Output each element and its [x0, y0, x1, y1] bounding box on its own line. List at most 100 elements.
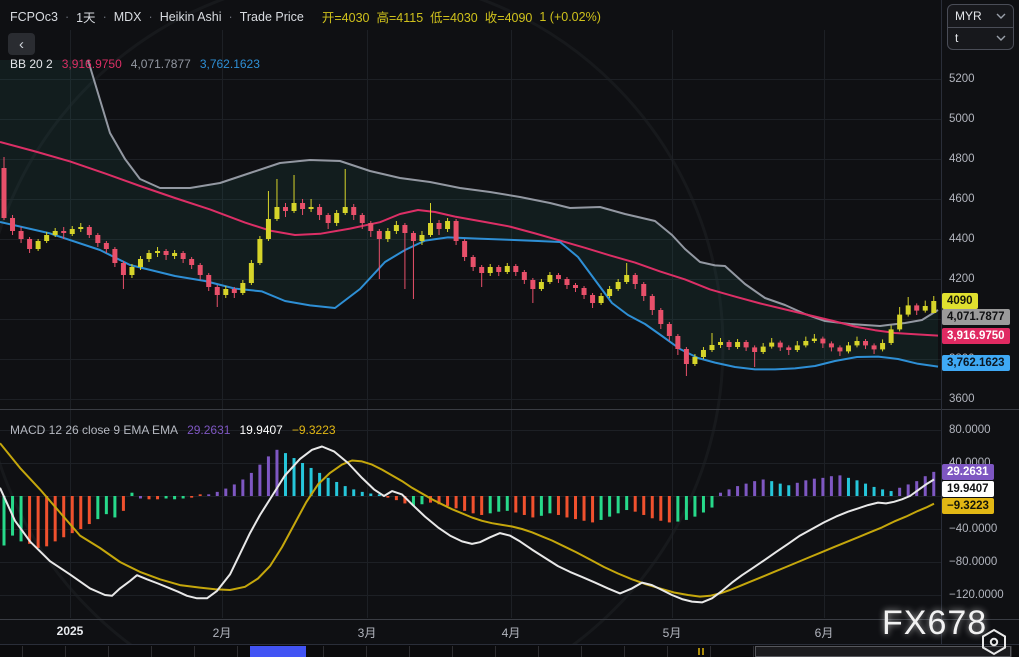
macd-histogram-bar[interactable]: [45, 496, 48, 546]
price-chart-canvas[interactable]: [0, 0, 1019, 657]
time-axis-label[interactable]: 2月: [213, 624, 232, 641]
bb-indicator-row[interactable]: BB 20 2 3,916.9750 4,071.7877 3,762.1623: [10, 57, 260, 71]
macd-histogram-bar[interactable]: [267, 456, 270, 496]
macd-histogram-bar[interactable]: [710, 496, 713, 508]
macd-histogram-bar[interactable]: [105, 496, 108, 514]
candle[interactable]: [249, 260, 254, 285]
exchange-name[interactable]: MDX: [114, 10, 142, 24]
candle[interactable]: [675, 334, 680, 355]
macd-histogram-bar[interactable]: [531, 496, 534, 517]
macd-histogram-bar[interactable]: [548, 496, 551, 513]
macd-histogram-bar[interactable]: [881, 489, 884, 496]
candle[interactable]: [10, 215, 15, 235]
macd-histogram-bar[interactable]: [156, 496, 159, 499]
macd-histogram-bar[interactable]: [344, 486, 347, 496]
macd-histogram-bar[interactable]: [932, 472, 935, 496]
candle[interactable]: [27, 237, 32, 253]
macd-histogram-bar[interactable]: [199, 494, 202, 496]
macd-histogram-bar[interactable]: [361, 492, 364, 496]
macd-histogram-bar[interactable]: [207, 494, 210, 496]
back-button[interactable]: ‹: [8, 33, 35, 55]
candle[interactable]: [684, 347, 689, 376]
macd-histogram-bar[interactable]: [719, 493, 722, 496]
macd-histogram-bar[interactable]: [28, 496, 31, 544]
price-axis[interactable]: 5200500048004600440042003800360080.00004…: [941, 0, 1019, 643]
macd-histogram-bar[interactable]: [762, 480, 765, 497]
macd-histogram-bar[interactable]: [617, 496, 620, 513]
candle[interactable]: [582, 286, 587, 299]
candle[interactable]: [206, 273, 211, 291]
candle[interactable]: [590, 293, 595, 308]
macd-histogram-bar[interactable]: [830, 476, 833, 496]
chart-scrollbar[interactable]: [0, 644, 1019, 657]
macd-histogram-bar[interactable]: [489, 496, 492, 513]
macd-histogram-bar[interactable]: [821, 478, 824, 496]
macd-histogram-bar[interactable]: [693, 496, 696, 517]
macd-histogram-bar[interactable]: [480, 496, 483, 515]
macd-histogram-bar[interactable]: [54, 496, 57, 541]
candle[interactable]: [462, 239, 467, 261]
macd-histogram-bar[interactable]: [497, 496, 500, 512]
macd-histogram-bar[interactable]: [37, 496, 40, 548]
macd-histogram-bar[interactable]: [369, 494, 372, 496]
macd-histogram-bar[interactable]: [463, 496, 466, 511]
macd-histogram-bar[interactable]: [165, 496, 168, 498]
candle[interactable]: [556, 273, 561, 283]
macd-histogram-bar[interactable]: [190, 496, 193, 498]
candle[interactable]: [923, 301, 928, 313]
macd-histogram-bar[interactable]: [804, 480, 807, 496]
macd-histogram-bar[interactable]: [856, 480, 859, 496]
macd-histogram-bar[interactable]: [779, 484, 782, 496]
macd-histogram-bar[interactable]: [787, 485, 790, 496]
macd-histogram-bar[interactable]: [642, 496, 645, 515]
candle[interactable]: [112, 247, 117, 267]
candle[interactable]: [573, 283, 578, 292]
time-axis-label[interactable]: 2025: [57, 624, 84, 638]
macd-histogram-bar[interactable]: [173, 496, 176, 499]
candle[interactable]: [513, 264, 518, 276]
time-axis-label[interactable]: 4月: [502, 624, 521, 641]
macd-histogram-bar[interactable]: [600, 496, 603, 520]
macd-histogram-bar[interactable]: [907, 484, 910, 496]
macd-histogram-bar[interactable]: [335, 482, 338, 496]
candle[interactable]: [897, 307, 902, 331]
macd-histogram-bar[interactable]: [139, 496, 142, 498]
macd-histogram-bar[interactable]: [813, 479, 816, 496]
candle[interactable]: [564, 277, 569, 289]
macd-histogram-bar[interactable]: [113, 496, 116, 517]
macd-histogram-bar[interactable]: [79, 496, 82, 529]
macd-histogram-bar[interactable]: [216, 492, 219, 496]
macd-histogram-bar[interactable]: [88, 496, 91, 524]
macd-histogram-bar[interactable]: [873, 487, 876, 496]
candle[interactable]: [547, 272, 552, 284]
macd-histogram-bar[interactable]: [233, 484, 236, 496]
macd-histogram-bar[interactable]: [770, 481, 773, 496]
candle[interactable]: [914, 303, 919, 315]
candle[interactable]: [539, 279, 544, 291]
macd-histogram-bar[interactable]: [3, 496, 6, 546]
macd-histogram-bar[interactable]: [625, 496, 628, 510]
macd-histogram-bar[interactable]: [96, 496, 99, 519]
candle[interactable]: [488, 264, 493, 276]
macd-histogram-bar[interactable]: [130, 493, 133, 496]
scrollbar-handle-icon[interactable]: [702, 648, 704, 655]
candle[interactable]: [479, 265, 484, 287]
macd-histogram-bar[interactable]: [591, 496, 594, 522]
macd-histogram-bar[interactable]: [523, 496, 526, 515]
time-axis-label[interactable]: 5月: [663, 624, 682, 641]
macd-histogram-bar[interactable]: [301, 463, 304, 496]
scrollbar-handle-icon[interactable]: [698, 648, 700, 655]
candle[interactable]: [215, 285, 220, 307]
macd-histogram-bar[interactable]: [796, 483, 799, 496]
unit-dropdown[interactable]: t: [948, 27, 1013, 50]
candle[interactable]: [505, 263, 510, 274]
macd-histogram-bar[interactable]: [668, 496, 671, 522]
macd-histogram-bar[interactable]: [386, 496, 389, 498]
macd-histogram-bar[interactable]: [514, 496, 517, 513]
macd-histogram-bar[interactable]: [472, 496, 475, 513]
macd-histogram-bar[interactable]: [224, 489, 227, 496]
macd-histogram-bar[interactable]: [540, 496, 543, 516]
symbol-name[interactable]: FCPOc3: [10, 10, 58, 24]
macd-histogram-bar[interactable]: [728, 489, 731, 496]
candle[interactable]: [530, 278, 535, 303]
